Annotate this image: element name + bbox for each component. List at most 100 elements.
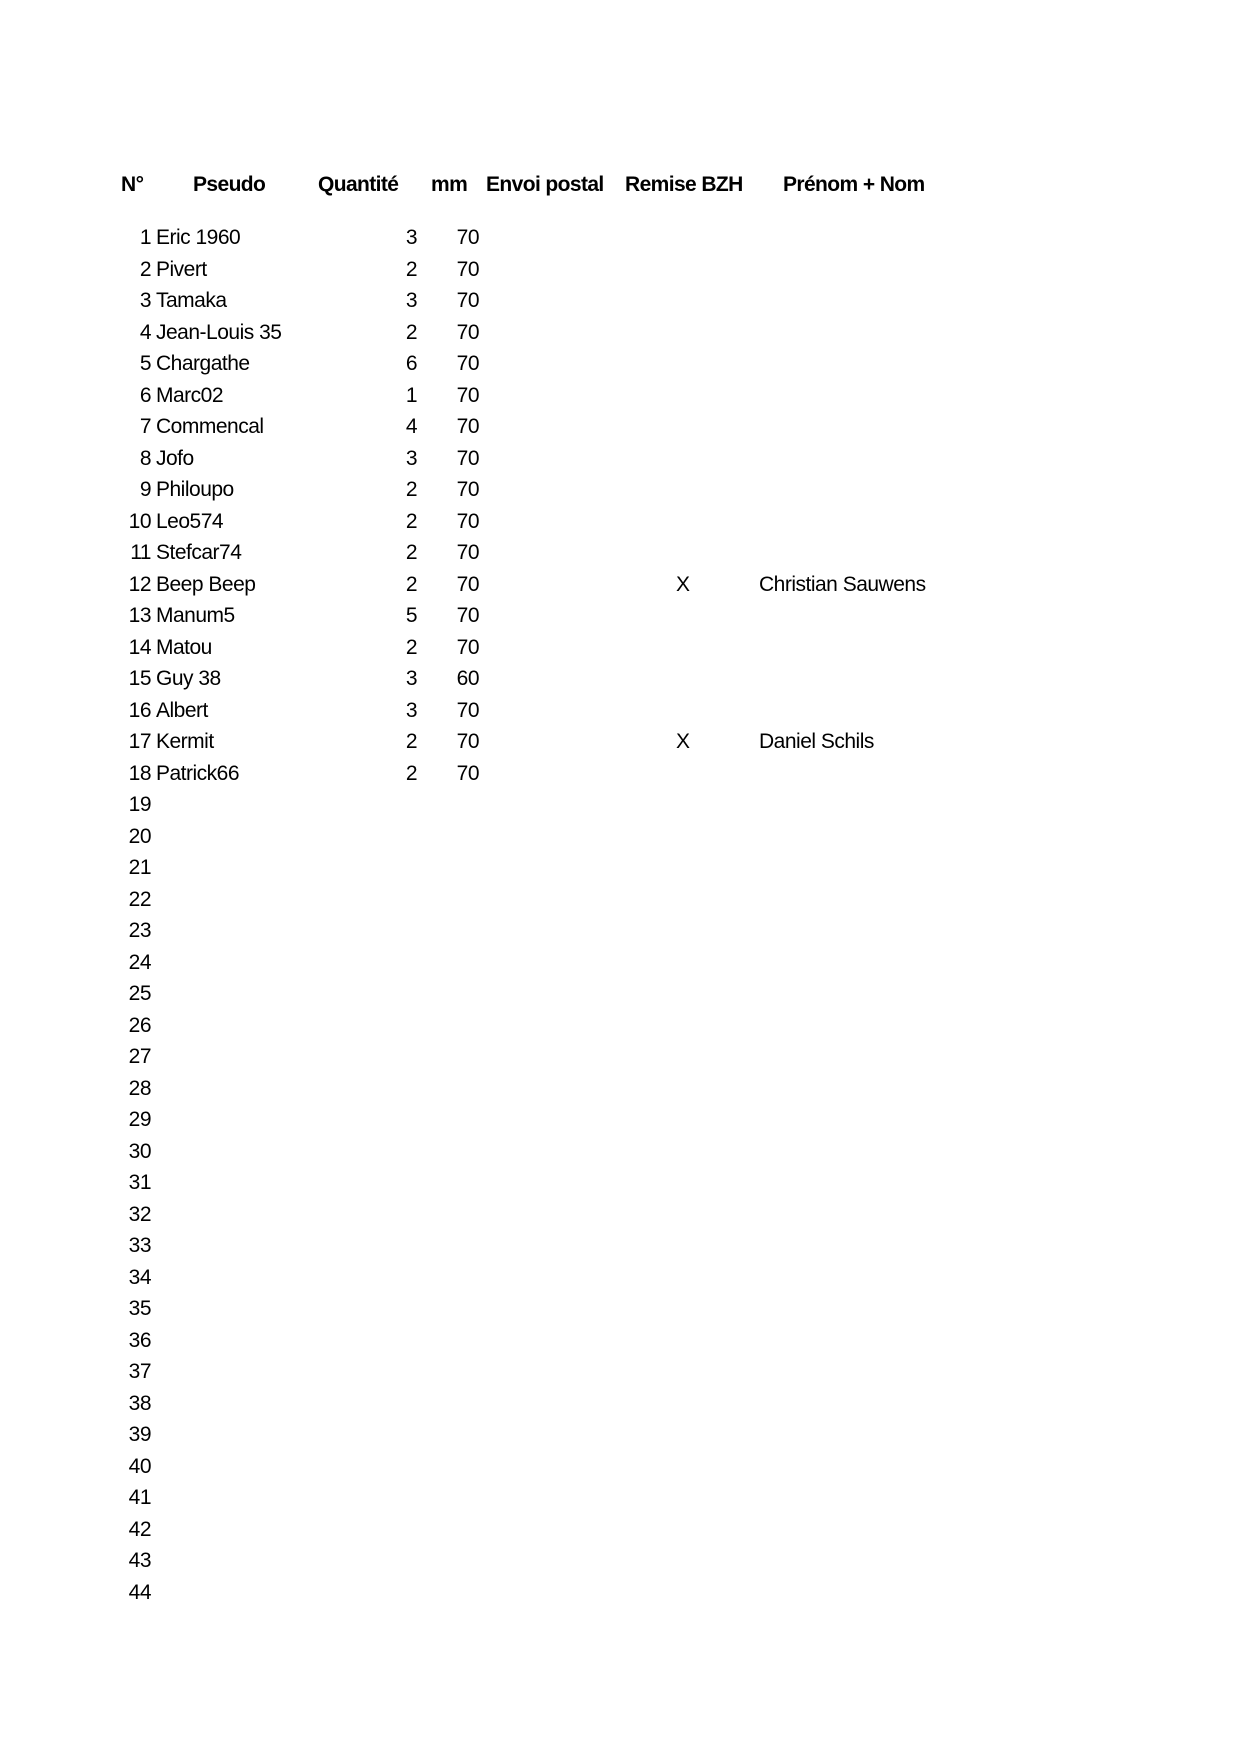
row-number: 39: [128, 1423, 152, 1446]
table-row: 32: [0, 1203, 1241, 1234]
row-number: 5: [139, 352, 152, 375]
row-number: 40: [128, 1454, 152, 1478]
row-number: 12: [128, 572, 152, 596]
row-mm: 70: [456, 572, 480, 596]
row-quantite: 3: [405, 446, 418, 470]
row-pseudo: Guy 38: [156, 667, 221, 690]
row-number: 33: [128, 1234, 152, 1257]
row-number: 15: [128, 667, 152, 690]
table-row: 17 Kermit 2 70 X Daniel Schils: [0, 730, 1241, 761]
row-number: 28: [128, 1076, 152, 1100]
table-row: 39: [0, 1423, 1241, 1454]
row-mm: 70: [456, 446, 480, 470]
row-quantite: 2: [405, 320, 418, 344]
row-number: 11: [130, 541, 151, 564]
row-mm: 70: [456, 320, 480, 344]
table-row: 16 Albert 3 70: [0, 699, 1241, 730]
table-row: 15 Guy 38 3 60: [0, 667, 1241, 698]
row-number: 38: [128, 1391, 152, 1415]
table-row: 24: [0, 951, 1241, 982]
header-quantite: Quantité: [318, 173, 399, 196]
row-remise-bzh: X: [676, 572, 690, 596]
row-number: 37: [128, 1360, 152, 1383]
row-pseudo: Albert: [156, 698, 208, 722]
table-row: 4 Jean-Louis 35 2 70: [0, 321, 1241, 352]
row-remise-bzh: X: [676, 730, 690, 753]
table-row: 31: [0, 1171, 1241, 1202]
row-quantite: 2: [405, 478, 418, 501]
row-number: 4: [139, 320, 152, 344]
table-row: 1 Eric 1960 3 70: [0, 226, 1241, 257]
row-number: 10: [128, 509, 152, 533]
row-pseudo: Philoupo: [156, 478, 234, 501]
row-number: 3: [139, 289, 152, 312]
row-number: 30: [128, 1139, 152, 1163]
row-number: 41: [128, 1486, 152, 1509]
header-remise-bzh: Remise BZH: [625, 173, 743, 196]
row-pseudo: Stefcar74: [156, 541, 242, 564]
row-mm: 70: [456, 541, 480, 564]
row-mm: 70: [456, 383, 480, 407]
row-number: 35: [128, 1297, 152, 1320]
header-envoi-postal: Envoi postal: [486, 173, 604, 196]
table-row: 41: [0, 1486, 1241, 1517]
table-row: 22: [0, 888, 1241, 919]
row-number: 9: [139, 478, 152, 501]
table-row: 38: [0, 1392, 1241, 1423]
table-row: 27: [0, 1045, 1241, 1076]
table-row: 8 Jofo 3 70: [0, 447, 1241, 478]
row-number: 8: [139, 446, 152, 470]
row-quantite: 1: [405, 383, 418, 407]
row-quantite: 2: [405, 572, 418, 596]
row-number: 43: [128, 1549, 152, 1572]
row-pseudo: Pivert: [156, 257, 207, 281]
row-pseudo: Commencal: [156, 415, 264, 438]
row-mm: 70: [456, 635, 480, 659]
row-number: 27: [128, 1045, 152, 1068]
row-mm: 70: [456, 478, 480, 501]
row-pseudo: Kermit: [156, 730, 214, 753]
table-row: 30: [0, 1140, 1241, 1171]
row-quantite: 2: [405, 761, 418, 785]
row-mm: 70: [456, 698, 480, 722]
table-row: 33: [0, 1234, 1241, 1265]
row-number: 14: [128, 635, 152, 659]
table-row: 37: [0, 1360, 1241, 1391]
row-number: 17: [128, 730, 152, 753]
row-number: 36: [128, 1328, 152, 1352]
row-mm: 70: [456, 509, 480, 533]
table-row: 18 Patrick66 2 70: [0, 762, 1241, 793]
row-mm: 70: [456, 257, 480, 281]
row-quantite: 3: [405, 698, 418, 722]
row-pseudo: Tamaka: [156, 289, 227, 312]
row-pseudo: Manum5: [156, 604, 235, 627]
row-mm: 70: [456, 289, 480, 312]
row-quantite: 2: [405, 509, 418, 533]
table-row: 23: [0, 919, 1241, 950]
table-row: 14 Matou 2 70: [0, 636, 1241, 667]
table-row: 11 Stefcar74 2 70: [0, 541, 1241, 572]
table-row: 26: [0, 1014, 1241, 1045]
row-pseudo: Marc02: [156, 383, 224, 407]
row-number: 23: [128, 919, 152, 942]
row-number: 13: [128, 604, 152, 627]
row-number: 18: [128, 761, 152, 785]
table-row: 9 Philoupo 2 70: [0, 478, 1241, 509]
table-row: 44: [0, 1581, 1241, 1612]
row-mm: 70: [456, 415, 480, 438]
table-row: 36: [0, 1329, 1241, 1360]
table-row: 28: [0, 1077, 1241, 1108]
row-quantite: 3: [405, 667, 418, 690]
row-number: 24: [128, 950, 152, 974]
row-number: 20: [128, 824, 152, 848]
row-pseudo: Leo574: [156, 509, 224, 533]
table-row: 43: [0, 1549, 1241, 1580]
row-mm: 70: [456, 604, 480, 627]
row-mm: 70: [456, 761, 480, 785]
header-prenom-nom: Prénom + Nom: [783, 173, 925, 196]
header-pseudo: Pseudo: [193, 173, 266, 196]
header-mm: mm: [431, 173, 468, 196]
row-quantite: 2: [405, 541, 418, 564]
row-quantite: 5: [405, 604, 418, 627]
row-number: 29: [128, 1108, 152, 1131]
